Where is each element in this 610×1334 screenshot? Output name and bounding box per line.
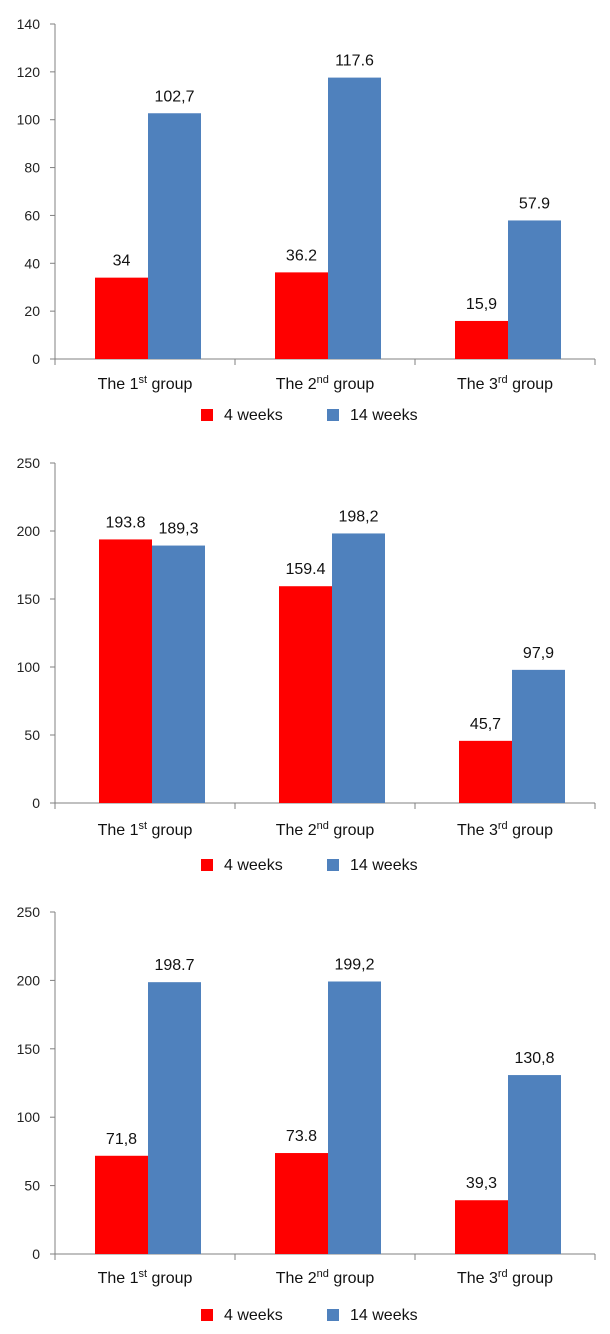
y-tick-label: 50	[24, 727, 40, 743]
data-label: 39,3	[466, 1175, 497, 1192]
bar	[275, 272, 328, 359]
bar	[328, 981, 381, 1254]
legend-swatch	[201, 859, 213, 871]
bar-chart-2: 0 50 100 150 200 250 193.8 189,3 The 1st group 15…	[17, 455, 596, 874]
legend-label: 4 weeks	[224, 857, 283, 874]
data-label: 189,3	[158, 521, 198, 538]
bar	[508, 220, 561, 359]
y-tick-label: 140	[17, 16, 41, 32]
y-tick-label: 20	[24, 303, 40, 319]
bar	[275, 1153, 328, 1254]
bar	[512, 669, 565, 803]
y-tick-label: 150	[17, 591, 41, 607]
y-tick-label: 100	[17, 659, 41, 675]
data-label: 45,7	[470, 716, 501, 733]
y-tick-label: 100	[17, 112, 41, 128]
data-label: 117.6	[335, 53, 374, 70]
bar	[455, 1200, 508, 1254]
category-label: The 1st group	[98, 1268, 193, 1287]
data-label: 57.9	[519, 195, 550, 212]
legend-swatch	[327, 1309, 339, 1321]
y-tick-label: 80	[24, 160, 40, 176]
legend-swatch	[327, 859, 339, 871]
data-label: 193.8	[105, 514, 145, 531]
data-label: 36.2	[286, 247, 317, 264]
legend-swatch	[327, 409, 339, 421]
bar-chart-1: 0 20 40 60 80 100 120 140 34 102,7 The 1st group 36…	[17, 16, 596, 424]
legend-label: 4 weeks	[224, 407, 283, 424]
category-label: The 2nd group	[276, 374, 375, 393]
bar	[152, 545, 205, 803]
data-label: 71,8	[106, 1131, 137, 1148]
bar	[328, 77, 381, 359]
y-tick-label: 0	[32, 351, 40, 367]
category-label: The 2nd group	[276, 820, 375, 839]
category-label: The 3rd group	[457, 374, 553, 393]
bar	[95, 1155, 148, 1254]
bar	[148, 113, 201, 359]
y-tick-label: 150	[17, 1041, 41, 1057]
y-tick-label: 250	[17, 904, 41, 920]
legend-label: 14 weeks	[350, 857, 418, 874]
y-tick-label: 0	[32, 1246, 40, 1262]
bar	[99, 539, 152, 803]
bar	[95, 277, 148, 359]
legend-label: 4 weeks	[224, 1307, 283, 1324]
data-label: 34	[113, 253, 131, 270]
data-label: 159.4	[285, 561, 325, 578]
bar	[148, 982, 201, 1254]
y-tick-label: 40	[24, 255, 40, 271]
category-label: The 3rd group	[457, 820, 553, 839]
data-label: 199,2	[334, 956, 374, 973]
data-label: 97,9	[523, 645, 554, 662]
legend-swatch	[201, 1309, 213, 1321]
data-label: 198,2	[338, 508, 378, 525]
category-label: The 1st group	[98, 820, 193, 839]
bar	[508, 1075, 561, 1254]
category-label: The 2nd group	[276, 1268, 375, 1287]
legend-label: 14 weeks	[350, 407, 418, 424]
y-tick-label: 0	[32, 795, 40, 811]
data-label: 130,8	[514, 1050, 554, 1067]
legend-label: 14 weeks	[350, 1307, 418, 1324]
data-label: 198.7	[154, 957, 194, 974]
y-tick-label: 200	[17, 523, 41, 539]
y-tick-label: 100	[17, 1109, 41, 1125]
y-tick-label: 60	[24, 207, 40, 223]
category-label: The 1st group	[98, 374, 193, 393]
bar	[332, 533, 385, 803]
y-tick-label: 120	[17, 64, 41, 80]
category-label: The 3rd group	[457, 1268, 553, 1287]
y-tick-label: 200	[17, 972, 41, 988]
bar	[279, 586, 332, 803]
bar-chart-3: 0 50 100 150 200 250 71,8 198.7 The 1st group 73.…	[17, 904, 596, 1324]
bar	[455, 320, 508, 359]
y-tick-label: 50	[24, 1178, 40, 1194]
data-label: 73.8	[286, 1128, 317, 1145]
data-label: 15,9	[466, 296, 497, 313]
y-tick-label: 250	[17, 455, 41, 471]
bar	[459, 740, 512, 803]
legend-swatch	[201, 409, 213, 421]
data-label: 102,7	[154, 88, 194, 105]
